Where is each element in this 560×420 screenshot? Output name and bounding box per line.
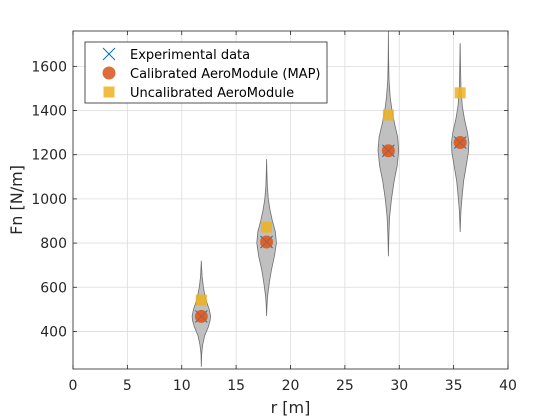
x-tick-label: 40 — [499, 378, 517, 394]
axis-ticks: 0 5 10 15 20 25 30 35 40 400 600 800 1000 1200 1400 160… — [31, 31, 517, 394]
legend-box — [84, 41, 328, 104]
legend-label: Calibrated AeroModule (MAP) — [130, 67, 320, 82]
calibrated-point — [453, 136, 467, 150]
uncalibrated-point — [382, 109, 394, 121]
legend-calibrated-point-marker — [102, 66, 116, 80]
x-axis-label: r [m] — [271, 398, 311, 417]
grid-lines — [72, 31, 509, 369]
y-tick-label: 1400 — [31, 104, 67, 120]
legend-label: Uncalibrated AeroModule — [130, 86, 294, 101]
x-tick-label: 20 — [282, 378, 300, 394]
legend: Experimental data Calibrated AeroModule (… — [84, 41, 328, 104]
y-tick-label: 400 — [40, 324, 67, 340]
y-tick-label: 1200 — [31, 148, 67, 164]
calibrated-point — [260, 235, 274, 249]
uncalibrated-point — [261, 221, 273, 233]
x-tick-label: 30 — [390, 378, 408, 394]
y-axis-label: Fn [N/m] — [7, 165, 26, 235]
legend-label: Experimental data — [130, 48, 250, 63]
calibrated-point — [194, 309, 208, 323]
x-tick-label: 0 — [69, 378, 78, 394]
legend-experimental-point-marker — [102, 47, 116, 61]
calibrated-point — [381, 144, 395, 158]
y-tick-label: 1600 — [31, 59, 67, 75]
x-tick-label: 10 — [173, 378, 191, 394]
x-tick-label: 25 — [336, 378, 354, 394]
y-tick-label: 1000 — [31, 192, 67, 208]
violin — [377, 30, 400, 257]
x-stroke — [102, 47, 116, 61]
x-tick-label: 5 — [123, 378, 132, 394]
y-tick-label: 600 — [40, 280, 67, 296]
uncalibrated-point — [454, 87, 466, 99]
uncalibrated-point — [195, 294, 207, 306]
y-tick-label: 800 — [40, 236, 67, 252]
legend-uncalibrated-point-marker — [103, 86, 115, 98]
x-tick-label: 15 — [227, 378, 245, 394]
data-markers — [194, 87, 467, 323]
x-tick-label: 35 — [445, 378, 463, 394]
